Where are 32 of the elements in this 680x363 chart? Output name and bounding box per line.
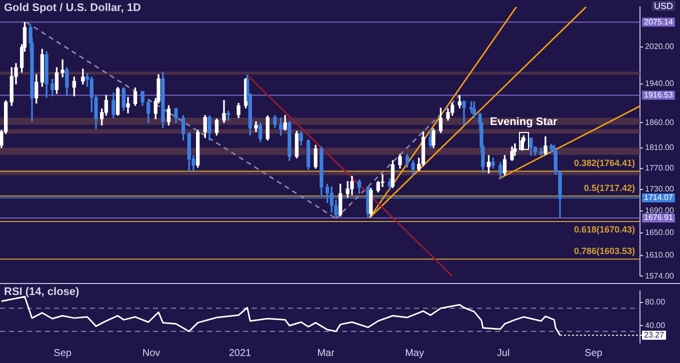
- y-tick-label: 1650.00: [645, 228, 674, 238]
- y-tick-label: 1770.00: [645, 164, 674, 173]
- y-tick-label: 80.00: [645, 298, 666, 307]
- y-tick-label: 1730.00: [645, 184, 674, 194]
- chart-title: Gold Spot / U.S. Dollar, 1D: [4, 2, 141, 14]
- ref-line-label: 2075.14: [644, 17, 674, 26]
- ref-line-label: 0.786(1603.53): [574, 246, 635, 256]
- ref-line-label: 0.5(1717.42): [584, 183, 635, 194]
- annotation: Evening Star: [490, 116, 558, 128]
- x-tick-label: Nov: [142, 348, 160, 359]
- x-tick-label: May: [405, 348, 424, 359]
- x-tick-label: Sep: [54, 348, 72, 359]
- y-tick-label: 1574.00: [645, 271, 674, 280]
- y-tick-label: 1940.00: [645, 79, 674, 88]
- x-tick-label: Jul: [496, 348, 510, 359]
- y-tick-label: 1610.00: [645, 250, 674, 260]
- y-tick-label: 1860.00: [645, 118, 674, 127]
- annotation: 23.27: [644, 330, 665, 340]
- ref-line-label: 0.382(1764.41): [574, 158, 635, 168]
- y-tick-label: 1690.00: [645, 206, 674, 216]
- y-tick-label: 1810.00: [645, 142, 674, 152]
- ref-line-label: 1916.53: [644, 90, 674, 100]
- ref-line-label: 1714.07: [644, 193, 674, 202]
- ref-line-label: 0.618(1670.43): [574, 224, 635, 235]
- y-tick-label: 40.00: [645, 320, 666, 330]
- y-tick-label: 2020.00: [645, 42, 674, 52]
- x-tick-label: Mar: [317, 348, 336, 359]
- chart-title: RSI (14, close): [4, 286, 80, 298]
- ref-line-label: 1676.91: [644, 213, 674, 222]
- x-tick-label: Sep: [584, 348, 603, 359]
- x-tick-label: 2021: [228, 348, 252, 359]
- y-axis-title: USD: [652, 1, 676, 11]
